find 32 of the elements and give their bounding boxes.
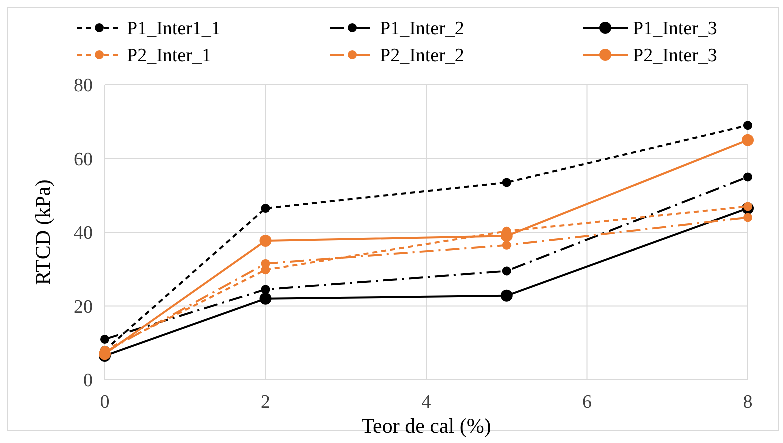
point bbox=[744, 121, 752, 130]
point bbox=[260, 292, 272, 305]
point bbox=[500, 290, 513, 302]
x-tick-label: 6 bbox=[582, 392, 592, 413]
point bbox=[261, 285, 270, 294]
x-axis-title: Teor de cal (%) bbox=[362, 414, 492, 438]
legend-label: P2_Inter_3 bbox=[633, 46, 718, 67]
legend-label: P2_Inter_1 bbox=[127, 46, 212, 67]
y-tick-label: 60 bbox=[74, 149, 93, 170]
y-tick-label: 40 bbox=[74, 223, 93, 244]
legend-label: P1_Inter_3 bbox=[633, 18, 718, 40]
y-tick-label: 0 bbox=[84, 370, 93, 392]
legend-label: P2_Inter_2 bbox=[380, 46, 464, 67]
y-axis-title: RTCD (kPa) bbox=[31, 180, 55, 286]
x-tick-label: 2 bbox=[261, 392, 270, 413]
x-tick-label: 4 bbox=[422, 392, 432, 413]
point bbox=[742, 134, 754, 146]
point bbox=[260, 234, 272, 247]
point bbox=[261, 204, 270, 214]
y-tick-label: 20 bbox=[74, 296, 93, 318]
x-tick-label: 0 bbox=[100, 392, 110, 413]
x-tick-label: 8 bbox=[743, 392, 753, 413]
point bbox=[502, 178, 512, 188]
y-tick-label: 80 bbox=[74, 76, 93, 97]
point bbox=[744, 202, 752, 212]
legend-label: P1_Inter_2 bbox=[380, 18, 464, 40]
point bbox=[502, 240, 512, 250]
point bbox=[502, 266, 512, 276]
point bbox=[100, 334, 110, 344]
point bbox=[744, 172, 752, 182]
legend-label: P1_Inter1_1 bbox=[127, 18, 221, 40]
point bbox=[744, 213, 752, 222]
